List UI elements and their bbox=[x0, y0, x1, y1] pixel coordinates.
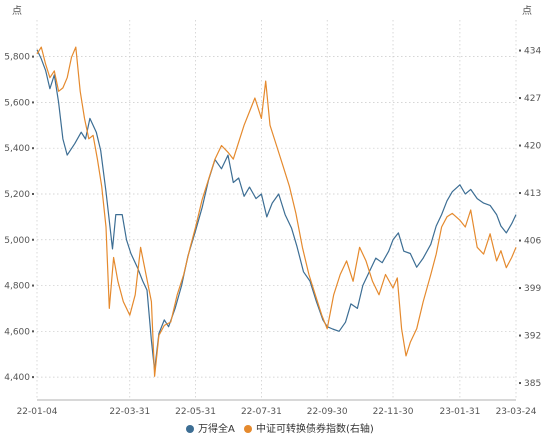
left-tick-mark bbox=[32, 147, 34, 150]
right-tick-mark bbox=[519, 382, 521, 385]
right-tick-mark bbox=[519, 192, 521, 195]
left-tick-label: 5,200 bbox=[4, 190, 30, 200]
right-tick-label: 427 bbox=[524, 94, 541, 104]
right-tick-label: 392 bbox=[524, 332, 541, 342]
left-tick-mark bbox=[32, 192, 34, 195]
left-tick-mark bbox=[32, 284, 34, 287]
right-tick-mark bbox=[519, 287, 521, 290]
axes: 22-01-04 22-03-31 22-05-31 22-07-31 22-09-30… bbox=[4, 47, 541, 417]
left-tick-mark bbox=[32, 330, 34, 333]
left-tick-mark bbox=[32, 376, 34, 379]
legend-label[interactable]: 中证可转换债券指数(右轴) bbox=[256, 422, 374, 435]
left-tick-label: 5,400 bbox=[4, 144, 30, 154]
right-tick-label: 434 bbox=[524, 47, 541, 57]
series-line-wind-all-a bbox=[36, 49, 517, 371]
left-tick-mark bbox=[32, 101, 34, 104]
x-tick-label: 22-11-30 bbox=[373, 407, 414, 417]
left-tick-mark bbox=[32, 238, 34, 241]
x-tick-label: 22-05-31 bbox=[175, 407, 216, 417]
right-tick-label: 420 bbox=[524, 142, 541, 152]
right-tick-mark bbox=[519, 144, 521, 147]
left-tick-label: 5,600 bbox=[4, 98, 30, 108]
x-tick-label: 23-03-24 bbox=[496, 407, 537, 417]
right-tick-label: 385 bbox=[524, 379, 541, 389]
x-tick-label: 23-01-31 bbox=[439, 407, 480, 417]
grid-lines bbox=[36, 20, 517, 400]
series-line-convertible-bond-index bbox=[36, 46, 517, 377]
left-tick-mark bbox=[32, 55, 34, 58]
right-tick-mark bbox=[519, 334, 521, 337]
left-tick-label: 4,600 bbox=[4, 327, 30, 337]
left-axis-unit: 点 bbox=[12, 5, 22, 17]
legend-label[interactable]: 万得全A bbox=[198, 422, 235, 435]
legend[interactable]: 万得全A 中证可转换债券指数(右轴) bbox=[186, 422, 374, 435]
right-tick-label: 413 bbox=[524, 189, 541, 199]
right-tick-mark bbox=[519, 239, 521, 242]
left-tick-label: 5,800 bbox=[4, 53, 30, 63]
left-tick-label: 4,400 bbox=[4, 373, 30, 383]
left-tick-label: 4,800 bbox=[4, 282, 30, 292]
legend-marker bbox=[244, 425, 252, 433]
x-tick-label: 22-09-30 bbox=[307, 407, 348, 417]
x-tick-label: 22-03-31 bbox=[109, 407, 150, 417]
x-tick-label: 22-01-04 bbox=[17, 407, 58, 417]
right-tick-mark bbox=[519, 49, 521, 52]
left-tick-label: 5,000 bbox=[4, 236, 30, 246]
right-tick-label: 399 bbox=[524, 284, 541, 294]
series-lines bbox=[36, 46, 517, 377]
right-tick-label: 406 bbox=[524, 237, 541, 247]
x-tick-label: 22-07-31 bbox=[241, 407, 282, 417]
right-tick-mark bbox=[519, 97, 521, 100]
legend-marker bbox=[186, 425, 194, 433]
right-axis-unit: 点 bbox=[522, 5, 532, 17]
